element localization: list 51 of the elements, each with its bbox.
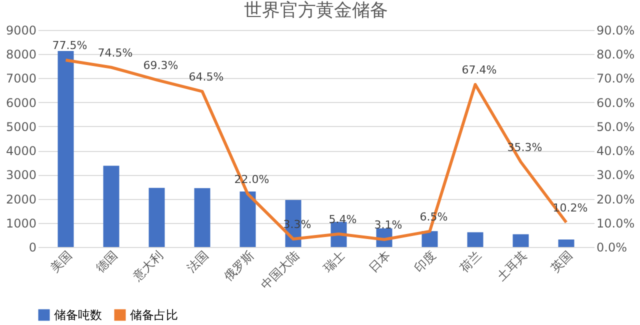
y2-tick-label: 50.0% xyxy=(596,120,635,134)
x-tick-label: 英国 xyxy=(548,248,576,275)
y2-tick-label: 0.0% xyxy=(596,240,627,254)
y-tick-label: 1000 xyxy=(6,216,36,230)
y-tick-label: 2000 xyxy=(6,192,36,206)
x-tick-label: 美国 xyxy=(48,248,75,275)
legend-label: 储备吨数 xyxy=(54,308,102,322)
y-tick-label: 4000 xyxy=(6,144,36,158)
data-label: 77.5% xyxy=(52,39,88,52)
y2-tick-label: 70.0% xyxy=(596,72,635,86)
x-tick-label: 意大利 xyxy=(130,248,166,284)
data-label: 5.4% xyxy=(328,212,357,226)
y-tick-label: 8000 xyxy=(6,48,36,62)
x-tick-label: 中国大陆 xyxy=(258,248,302,292)
y2-tick-label: 90.0% xyxy=(596,24,635,38)
bar xyxy=(512,234,529,247)
y-tick-label: 0 xyxy=(28,240,36,254)
x-tick-label: 土耳其 xyxy=(494,248,530,284)
y2-tick-label: 60.0% xyxy=(596,96,635,110)
y-tick-label: 7000 xyxy=(6,72,36,86)
bar xyxy=(467,232,484,247)
y-tick-label: 6000 xyxy=(6,96,36,110)
data-label: 69.3% xyxy=(143,58,178,72)
x-tick-label: 印度 xyxy=(412,248,439,275)
legend-label: 储备占比 xyxy=(130,308,178,322)
y2-tick-label: 40.0% xyxy=(596,144,635,158)
bar xyxy=(58,50,74,247)
x-tick-label: 俄罗斯 xyxy=(221,248,257,284)
data-label: 74.5% xyxy=(98,46,133,60)
y2-tick-label: 80.0% xyxy=(596,48,635,62)
bar xyxy=(148,188,165,247)
y-tick-label: 3000 xyxy=(6,168,36,182)
bar xyxy=(240,192,256,247)
bar xyxy=(558,240,574,247)
bar xyxy=(422,231,438,247)
y2-tick-label: 30.0% xyxy=(596,168,635,182)
x-tick-label: 法国 xyxy=(184,248,212,275)
y-tick-label: 5000 xyxy=(6,120,36,134)
chart-title: 世界官方黄金储备 xyxy=(244,0,388,21)
x-tick-label: 荷兰 xyxy=(457,248,484,275)
y-tick-label: 9000 xyxy=(6,24,36,38)
x-tick-label: 日本 xyxy=(366,248,394,275)
x-tick-label: 德国 xyxy=(93,248,120,275)
bar xyxy=(103,166,120,247)
y2-tick-label: 10.0% xyxy=(596,216,635,230)
y2-tick-label: 20.0% xyxy=(596,192,635,206)
bar xyxy=(194,188,210,247)
data-label: 3.1% xyxy=(374,218,402,232)
x-tick-label: 瑞士 xyxy=(320,248,348,275)
data-label: 64.5% xyxy=(188,70,224,84)
data-label: 67.4% xyxy=(462,63,497,76)
